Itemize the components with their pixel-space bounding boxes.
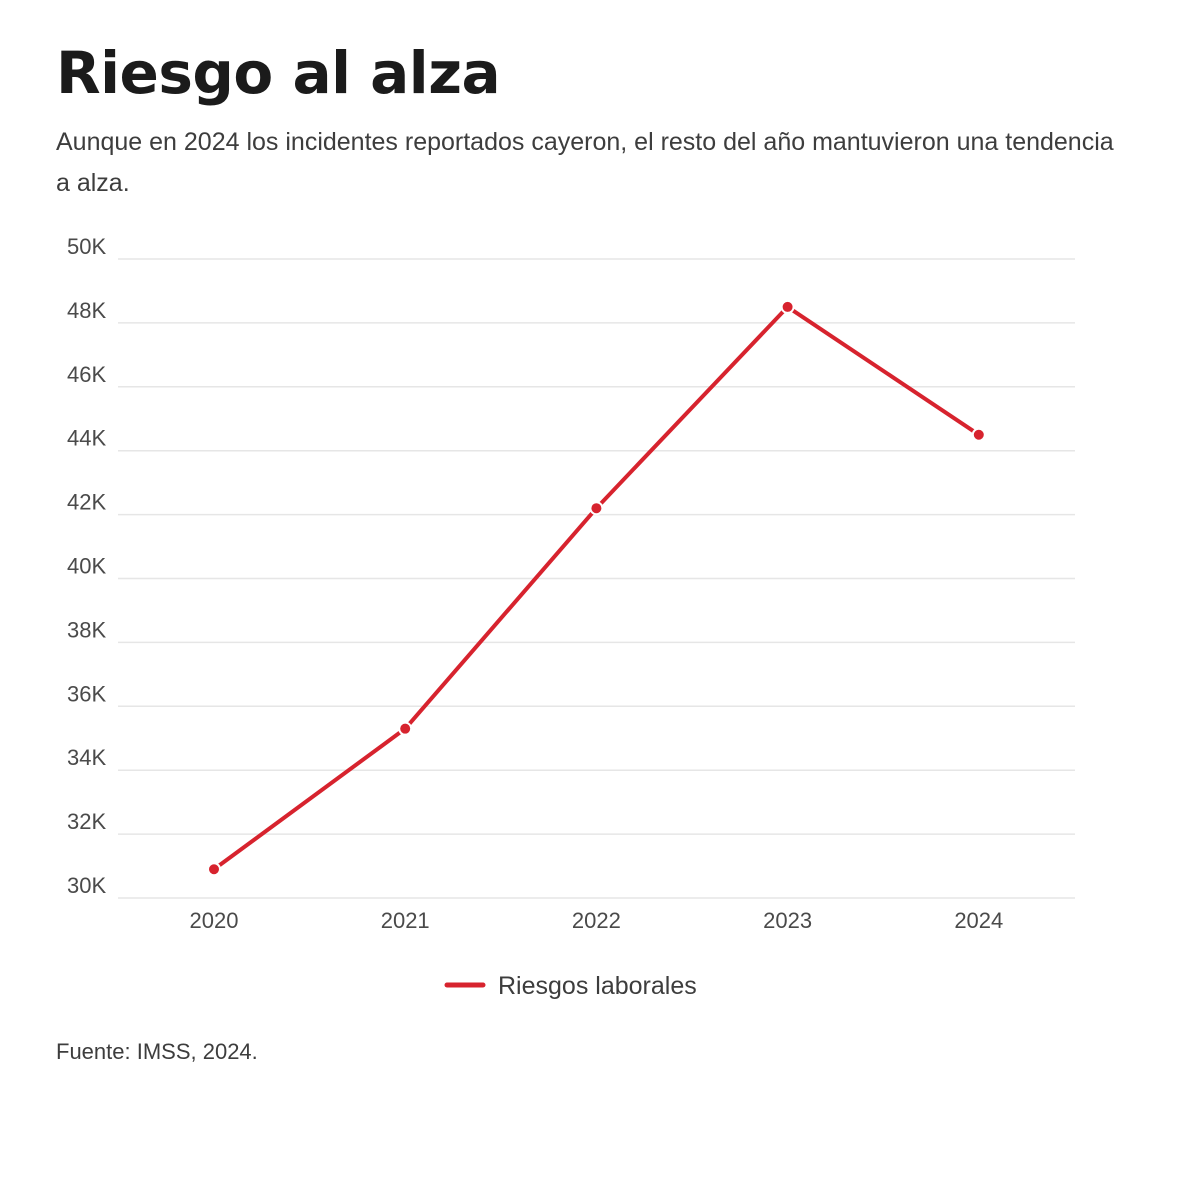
y-tick-label: 36K <box>67 681 106 706</box>
x-tick-label: 2021 <box>381 908 430 933</box>
y-tick-label: 42K <box>67 490 106 515</box>
series-line <box>212 304 981 872</box>
x-tick-label: 2022 <box>572 908 621 933</box>
y-tick-label: 34K <box>67 745 106 770</box>
data-point[interactable] <box>207 862 221 877</box>
y-tick-label: 44K <box>67 426 106 451</box>
x-tick-label: 2020 <box>190 908 239 933</box>
series-layer <box>207 299 986 877</box>
y-tick-label: 40K <box>67 554 106 579</box>
source-note: Fuente: IMSS, 2024. <box>56 1039 258 1064</box>
chart-subtitle: Aunque en 2024 los incidentes reportados… <box>56 128 1114 197</box>
y-tick-label: 48K <box>67 298 106 323</box>
y-axis-ticks: 50K 48K 46K 44K 42K 40K 38K 36K 34K 32K 30K <box>67 234 106 898</box>
legend: Riesgos laborales <box>444 972 697 1000</box>
x-tick-label: 2023 <box>763 908 812 933</box>
y-tick-label: 46K <box>67 362 106 387</box>
gridlines <box>118 258 1075 899</box>
y-tick-label: 50K <box>67 234 106 259</box>
data-point[interactable] <box>780 299 795 314</box>
y-tick-label: 30K <box>67 873 106 898</box>
y-tick-label: 38K <box>67 617 106 642</box>
x-tick-label: 2024 <box>954 908 1003 933</box>
chart-title: Riesgo al alza <box>56 39 501 107</box>
data-point[interactable] <box>398 721 413 736</box>
y-tick-label: 32K <box>67 809 106 834</box>
data-point[interactable] <box>971 427 986 442</box>
x-axis-ticks: 2020 2021 2022 2023 2024 <box>190 908 1004 933</box>
data-point[interactable] <box>589 501 604 516</box>
legend-label: Riesgos laborales <box>498 972 697 1000</box>
